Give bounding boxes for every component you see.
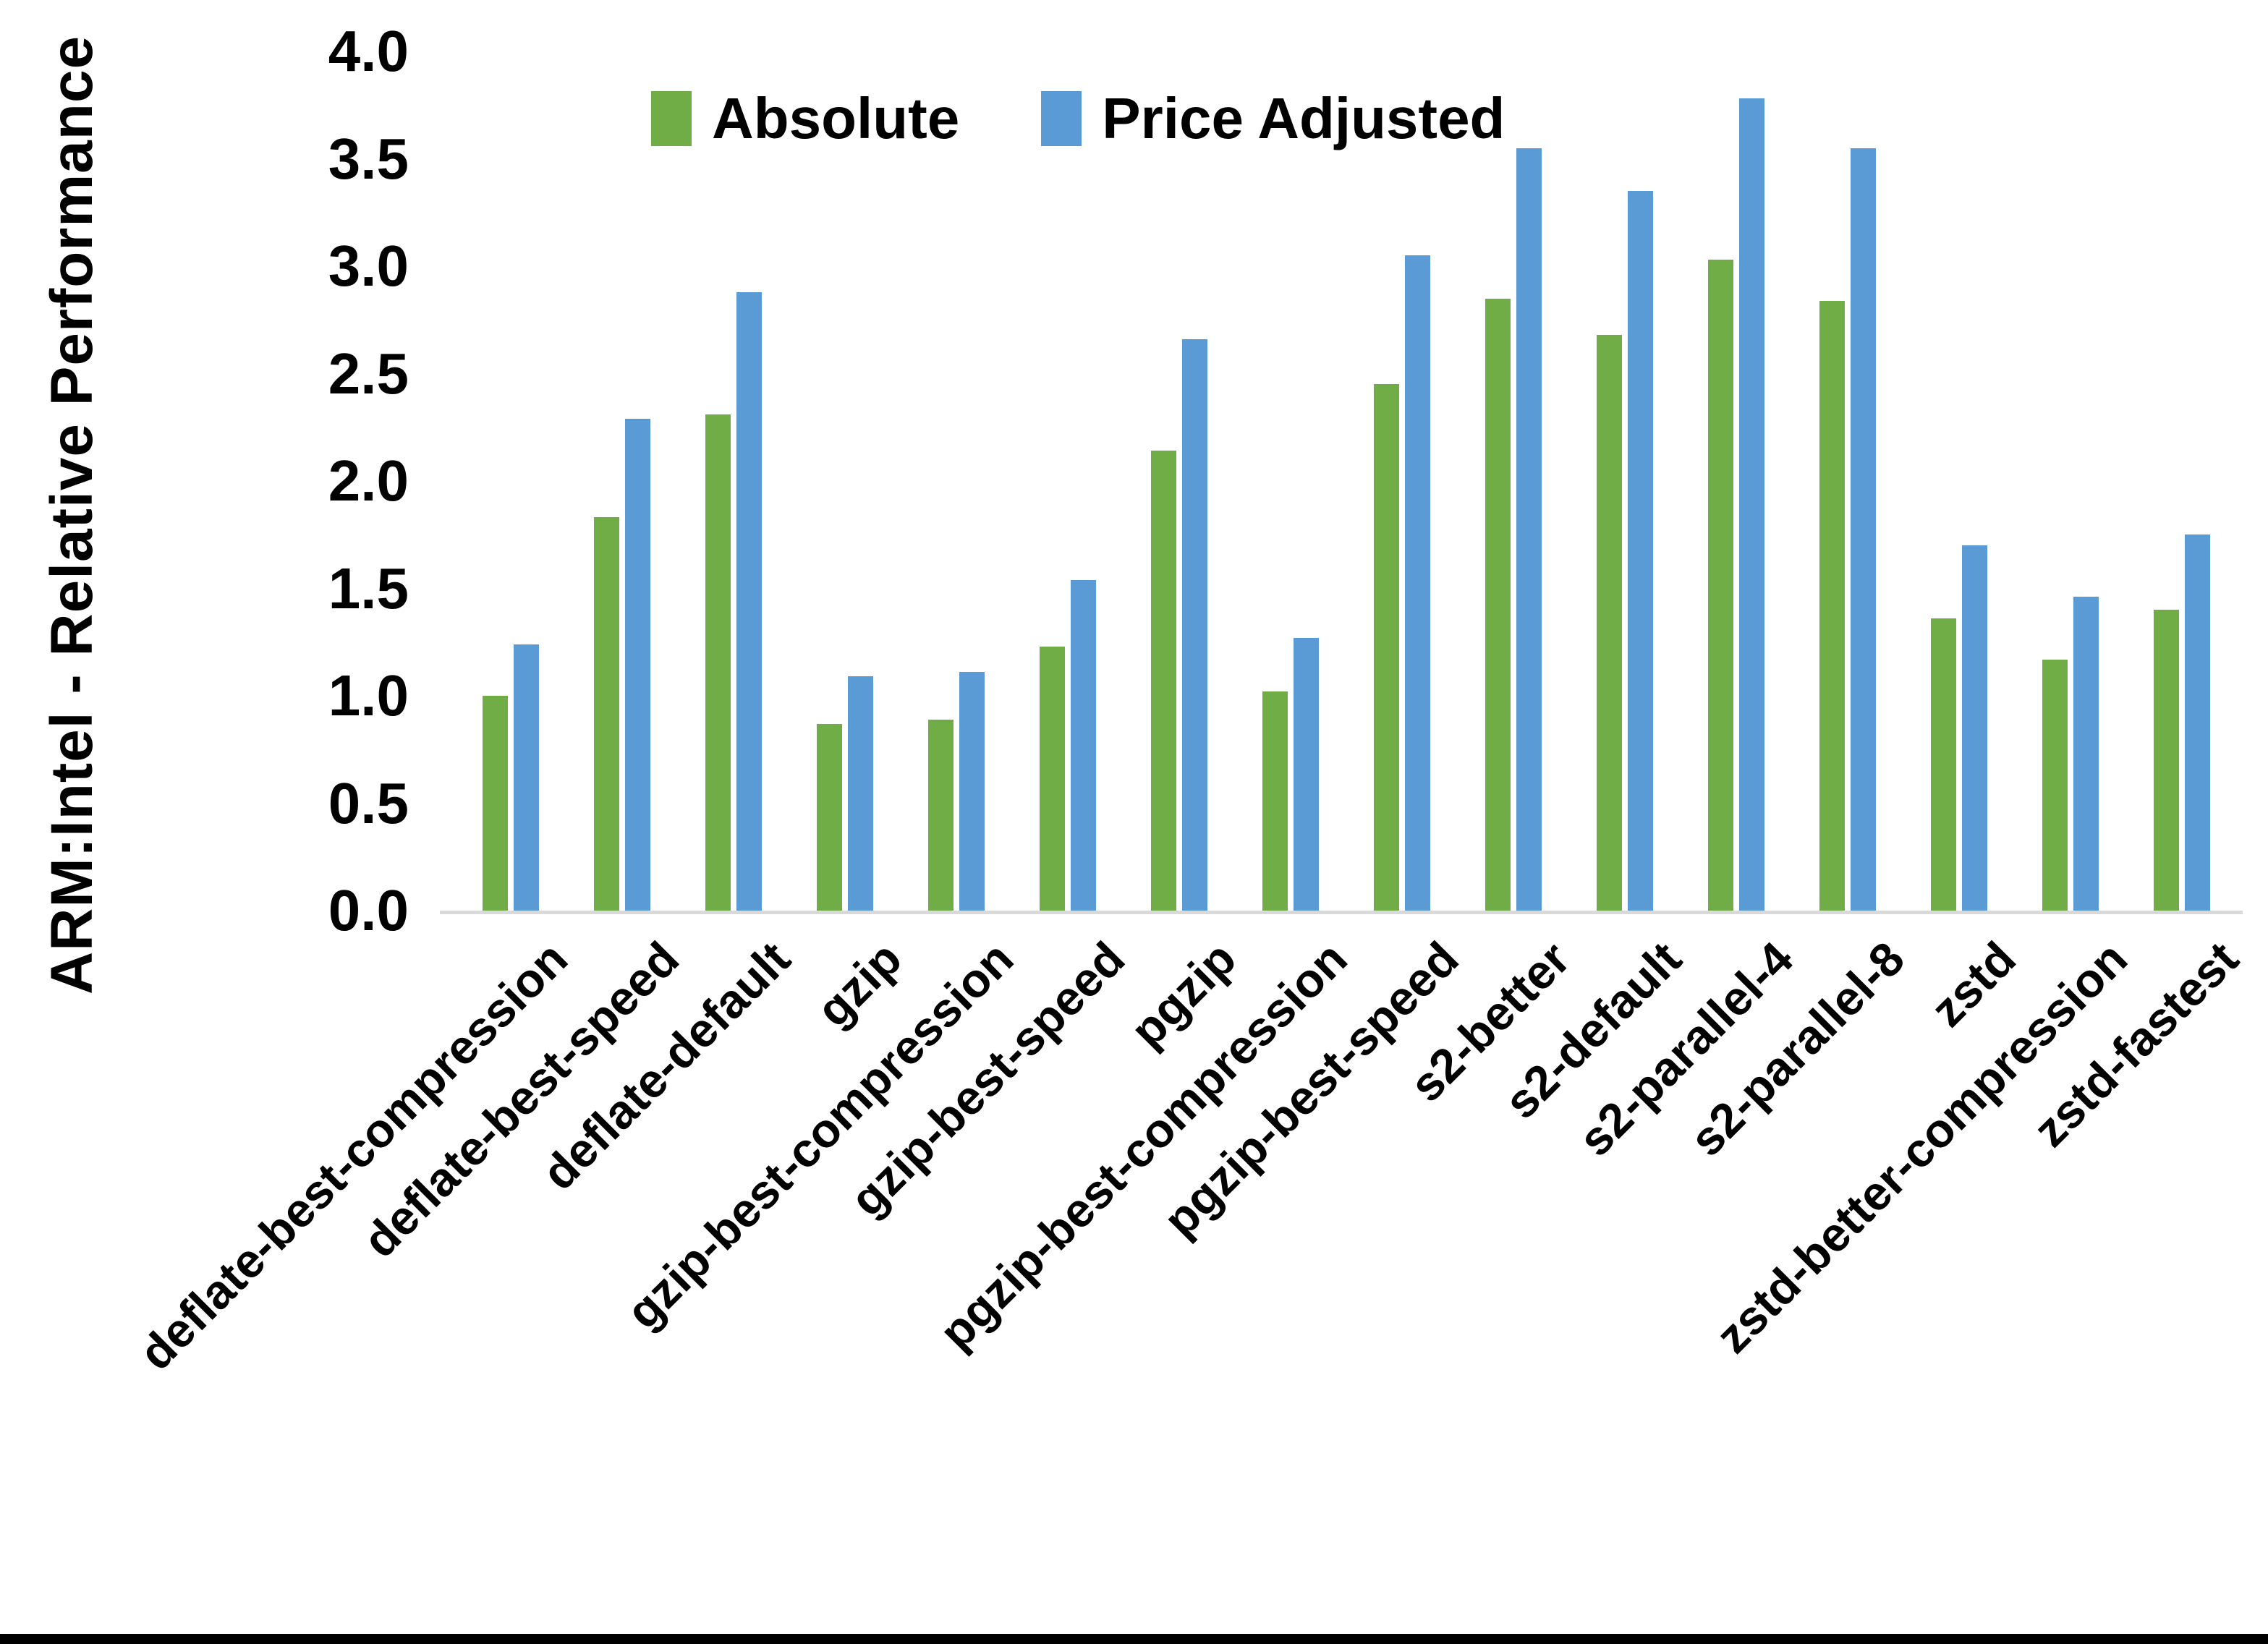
bar-absolute-s2-better [1485,299,1511,911]
bar-absolute-pgzip [1151,451,1176,911]
bar-absolute-gzip [817,724,842,911]
y-tick-label: 2.0 [328,448,409,513]
bar-price-adjusted-s2-parallel-4 [1739,98,1764,911]
bar-price-adjusted-gzip-best-compression [959,672,985,911]
y-tick-label: 0.0 [328,878,409,942]
y-tick-label: 2.5 [328,341,409,406]
bar-absolute-deflate-best-compression [483,696,508,911]
y-tick-label: 3.0 [328,234,409,298]
bar-absolute-s2-default [1597,335,1622,911]
y-tick-label: 1.0 [328,663,409,728]
legend-swatch-icon [651,91,692,146]
bar-price-adjusted-deflate-default [736,292,762,911]
bar-absolute-s2-parallel-4 [1708,260,1733,911]
bar-price-adjusted-zstd-better-compression [2073,597,2099,911]
x-axis-line [440,911,2243,914]
y-axis-title: ARM:Intel - Relative Performance [39,35,105,995]
y-tick-label: 0.5 [328,770,409,835]
y-tick-label: 3.5 [328,126,409,191]
y-tick-label: 1.5 [328,555,409,621]
legend-label: Price Adjusted [1102,86,1505,150]
bar-price-adjusted-gzip [848,676,873,911]
bar-price-adjusted-zstd-fastest [2185,534,2210,911]
bar-absolute-s2-parallel-8 [1819,301,1845,911]
bar-absolute-gzip-best-speed [1040,647,1065,911]
legend-item-price-adjusted: Price Adjusted [1041,85,1505,152]
bar-absolute-zstd-better-compression [2042,660,2068,911]
legend: Absolute Price Adjusted [651,85,1505,152]
bar-absolute-zstd [1931,618,1956,911]
bar-price-adjusted-pgzip [1182,339,1207,911]
bar-absolute-deflate-default [705,414,731,911]
legend-swatch-icon [1041,91,1082,146]
legend-item-absolute: Absolute [651,85,959,152]
bar-price-adjusted-deflate-best-compression [514,644,539,911]
bar-price-adjusted-deflate-best-speed [625,419,650,911]
bar-price-adjusted-s2-default [1628,191,1653,911]
plot-area [449,51,2235,911]
bar-price-adjusted-zstd [1962,545,1987,911]
bar-price-adjusted-pgzip-best-compression [1294,638,1319,911]
y-tick-label: 4.0 [328,19,409,83]
bar-absolute-pgzip-best-compression [1262,691,1288,911]
bar-price-adjusted-s2-better [1516,148,1542,911]
bar-absolute-zstd-fastest [2154,610,2179,911]
bar-price-adjusted-s2-parallel-8 [1851,148,1876,911]
bar-price-adjusted-gzip-best-speed [1071,580,1096,911]
legend-label: Absolute [712,86,960,150]
bottom-border [0,1634,2268,1644]
bar-price-adjusted-pgzip-best-speed [1405,255,1430,911]
bar-absolute-gzip-best-compression [928,720,954,911]
bar-absolute-deflate-best-speed [594,517,619,911]
bar-absolute-pgzip-best-speed [1374,384,1399,911]
